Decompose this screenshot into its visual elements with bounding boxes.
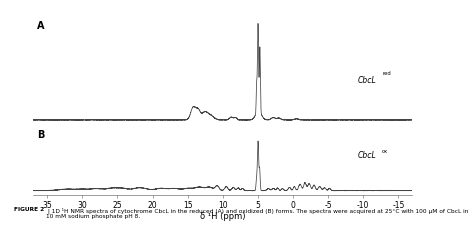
Text: CbcL: CbcL	[357, 150, 376, 159]
Text: A: A	[37, 21, 45, 31]
Text: ox: ox	[382, 148, 388, 153]
Text: red: red	[382, 71, 391, 76]
Text: B: B	[37, 130, 45, 140]
Text: FIGURE 2: FIGURE 2	[14, 206, 45, 211]
X-axis label: δ ¹H (ppm): δ ¹H (ppm)	[200, 212, 246, 220]
Text: CbcL: CbcL	[357, 75, 376, 84]
Text: | 1D ¹H NMR spectra of cytochrome CbcL in the reduced (A) and oxidized (B) forms: | 1D ¹H NMR spectra of cytochrome CbcL i…	[46, 206, 469, 218]
